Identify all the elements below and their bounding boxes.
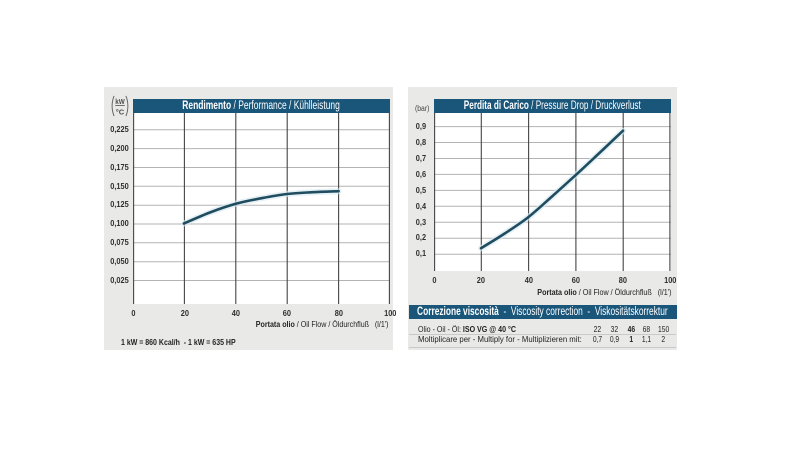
- svg-text:kW: kW: [115, 99, 125, 106]
- svg-text:°C: °C: [116, 108, 125, 116]
